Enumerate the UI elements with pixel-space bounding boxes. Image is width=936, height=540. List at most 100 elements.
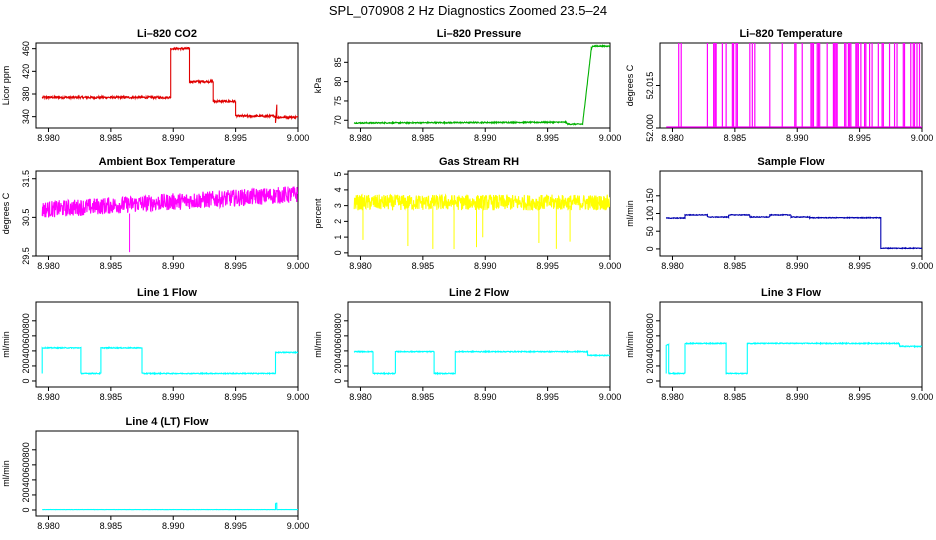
y-tick-label: 150 [645, 188, 655, 203]
y-axis-label: ml/min [1, 331, 11, 358]
y-tick-label: 29.5 [21, 247, 31, 265]
x-tick-label: 8.985 [100, 392, 123, 402]
plot-frame [347, 170, 611, 257]
x-tick-label: 8.985 [412, 392, 435, 402]
series-line [665, 341, 922, 376]
x-tick-label: 9.000 [599, 261, 622, 271]
series-group [665, 341, 922, 376]
chart-title: Li–820 Temperature [739, 28, 842, 40]
series-line [41, 346, 298, 376]
x-tick-label: 8.990 [162, 521, 185, 531]
y-tick-label: 0 [645, 246, 655, 251]
series-group [353, 44, 610, 126]
x-tick-label: 9.000 [911, 392, 934, 402]
x-tick-label: 9.000 [599, 392, 622, 402]
x-tick-label: 8.985 [724, 392, 747, 402]
x-tick-label: 8.990 [474, 392, 497, 402]
plot-frame [659, 170, 923, 257]
y-tick-label: 85 [333, 57, 343, 67]
series-group [41, 46, 298, 123]
y-tick-label: 2 [333, 219, 343, 224]
series-group [353, 349, 610, 376]
x-tick-label: 8.985 [100, 261, 123, 271]
y-tick-label: 380 [21, 86, 31, 101]
y-tick-label: 1 [333, 235, 343, 240]
y-tick-label: 75 [333, 96, 343, 106]
series-line [665, 213, 922, 250]
x-tick-label: 8.985 [100, 133, 123, 143]
x-tick-label: 8.995 [536, 261, 559, 271]
x-tick-label: 8.995 [224, 261, 247, 271]
y-tick-label: 0 [645, 378, 655, 383]
plot-frame [659, 301, 923, 388]
plot-frame [35, 42, 299, 129]
chart-title: Line 3 Flow [761, 287, 821, 299]
x-tick-label: 8.990 [162, 392, 185, 402]
x-tick-label: 9.000 [911, 133, 934, 143]
x-tick-label: 8.980 [661, 392, 684, 402]
x-tick-label: 8.995 [224, 521, 247, 531]
plot-frame [347, 301, 611, 388]
chart-title: Sample Flow [757, 156, 825, 168]
x-tick-label: 8.995 [848, 261, 871, 271]
x-tick-label: 9.000 [911, 261, 934, 271]
x-tick-label: 8.990 [786, 392, 809, 402]
x-tick-label: 8.990 [786, 133, 809, 143]
y-tick-label: 80 [333, 77, 343, 87]
x-tick-label: 8.995 [224, 392, 247, 402]
y-tick-label: 31.5 [21, 170, 31, 188]
series-group [41, 346, 298, 376]
plot-frame [659, 42, 923, 129]
x-tick-label: 8.995 [848, 392, 871, 402]
y-tick-label: 100 [645, 206, 655, 221]
y-tick-label: 200 [333, 358, 343, 373]
y-tick-label: 0 [333, 378, 343, 383]
x-tick-label: 8.985 [412, 133, 435, 143]
x-tick-label: 8.980 [349, 261, 372, 271]
chart-title: Li–820 Pressure [437, 28, 521, 40]
y-tick-label: 800 [333, 313, 343, 328]
series-group [353, 193, 610, 250]
chart-ambient-box-temperature: Ambient Box Temperature 8.980 8.985 8.990 8.… [1, 156, 309, 271]
x-tick-label: 8.995 [536, 392, 559, 402]
y-axis-label: percent [313, 198, 323, 229]
y-axis-label: degrees C [625, 64, 635, 106]
y-tick-label: 800 [21, 442, 31, 457]
x-tick-label: 8.980 [37, 392, 60, 402]
y-tick-label: 52.015 [645, 72, 655, 100]
chart-title: Gas Stream RH [439, 156, 519, 168]
chart-title: Line 2 Flow [449, 287, 509, 299]
x-tick-label: 9.000 [287, 521, 310, 531]
y-tick-label: 400 [645, 343, 655, 358]
x-tick-label: 8.990 [474, 133, 497, 143]
y-tick-label: 600 [645, 328, 655, 343]
y-tick-label: 420 [21, 64, 31, 79]
x-tick-label: 8.985 [412, 261, 435, 271]
y-axis-label: Licor ppm [1, 66, 11, 106]
y-axis-label: ml/min [313, 331, 323, 358]
x-tick-label: 8.980 [37, 261, 60, 271]
chart-title: Line 4 (LT) Flow [126, 416, 209, 428]
y-tick-label: 600 [21, 328, 31, 343]
y-tick-label: 50 [645, 226, 655, 236]
series-line [353, 44, 610, 126]
plot-frame [35, 430, 299, 517]
x-tick-label: 9.000 [287, 392, 310, 402]
y-tick-label: 0 [333, 250, 343, 255]
x-tick-label: 8.990 [786, 261, 809, 271]
x-tick-label: 8.995 [536, 133, 559, 143]
y-tick-label: 30.5 [21, 209, 31, 227]
x-tick-label: 9.000 [287, 133, 310, 143]
chart-title: Ambient Box Temperature [99, 156, 236, 168]
chart-li820-pressure: Li–820 Pressure 8.980 8.985 8.990 8.995 9.000… [313, 28, 621, 143]
y-tick-label: 200 [21, 487, 31, 502]
x-tick-label: 8.990 [162, 261, 185, 271]
plot-frame [347, 42, 611, 129]
x-tick-label: 8.985 [724, 133, 747, 143]
y-tick-label: 70 [333, 115, 343, 125]
x-tick-label: 8.985 [724, 261, 747, 271]
y-axis-label: ml/min [625, 200, 635, 227]
x-tick-label: 8.980 [37, 521, 60, 531]
y-tick-label: 5 [333, 172, 343, 177]
y-tick-label: 600 [21, 457, 31, 472]
